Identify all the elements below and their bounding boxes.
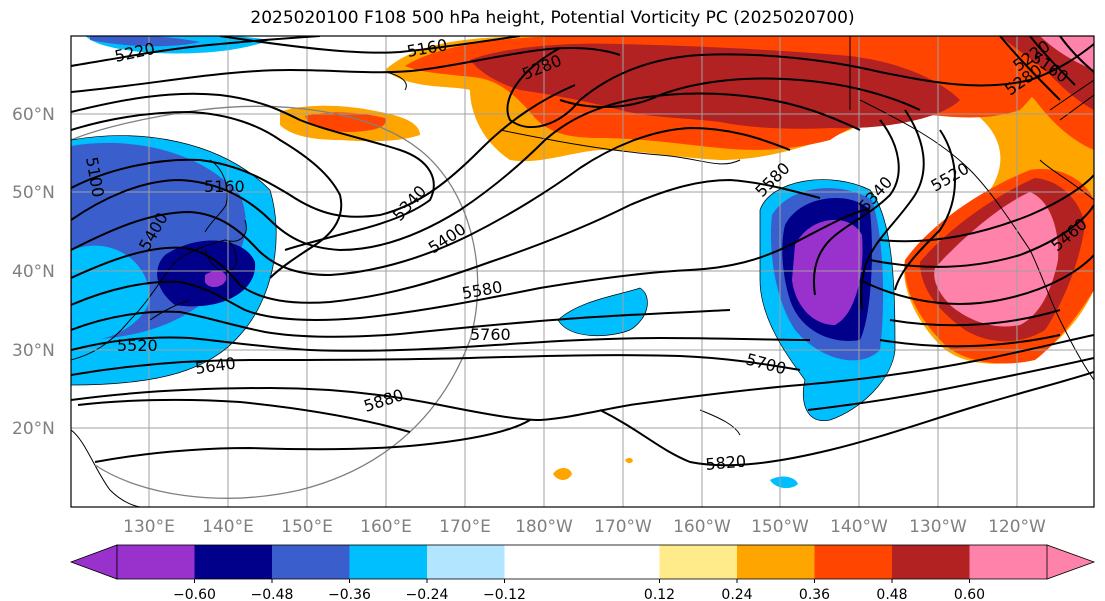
lon-label: 130°E <box>123 517 175 537</box>
colorbar-tick-label: −0.60 <box>173 587 216 601</box>
latitude-labels: 60°N 50°N 40°N 30°N 20°N <box>12 105 55 439</box>
colorbar-segment <box>504 545 583 579</box>
lon-label: 140°E <box>202 517 254 537</box>
colorbar-segment <box>659 545 738 579</box>
colorbar-tick-label: 0.24 <box>721 587 752 601</box>
colorbar: −0.60 −0.48 −0.36 −0.24 −0.12 0.12 0.24 0.36 0.4… <box>69 544 1096 601</box>
colorbar-extend-min <box>69 544 118 580</box>
lat-label: 60°N <box>12 105 55 125</box>
lat-label: 50°N <box>12 183 55 203</box>
contour-label: 5760 <box>470 325 511 344</box>
lon-label: 140°W <box>830 517 888 537</box>
colorbar-segment <box>814 545 893 579</box>
lon-label: 150°E <box>281 517 333 537</box>
graticule <box>71 36 1094 507</box>
colorbar-tick-label: 0.12 <box>644 587 675 601</box>
coastlines <box>71 71 1094 507</box>
contour-label: 5820 <box>705 452 747 474</box>
lon-label: 160°E <box>360 517 412 537</box>
lon-label: 120°W <box>988 517 1046 537</box>
colorbar-segment <box>349 545 428 579</box>
colorbar-tick-label: 0.36 <box>799 587 830 601</box>
map-area: 5220 5160 5280 5160 5220 5280 5100 5160 … <box>71 36 1094 507</box>
colorbar-segment <box>892 545 970 579</box>
map-frame <box>70 35 1095 508</box>
lon-label: 170°W <box>594 517 652 537</box>
range-circle <box>71 105 479 499</box>
colorbar-segment <box>272 545 350 579</box>
lon-label: 180°W <box>515 517 573 537</box>
colorbar-segment <box>582 545 660 579</box>
longitude-labels: 130°E 140°E 150°E 160°E 170°E 180°W 170°… <box>123 517 1046 537</box>
lat-label: 30°N <box>12 341 55 361</box>
plot-title: 2025020100 F108 500 hPa height, Potentia… <box>250 8 855 28</box>
colorbar-segment <box>969 545 1048 579</box>
contour-label: 5160 <box>204 177 245 196</box>
colorbar-tick-label: −0.12 <box>483 587 526 601</box>
colorbar-segment <box>194 545 273 579</box>
colorbar-tick-label: −0.36 <box>328 587 371 601</box>
lat-label: 20°N <box>12 419 55 439</box>
colorbar-segment <box>427 545 505 579</box>
border-lines <box>849 36 1094 121</box>
colorbar-segment <box>117 545 195 579</box>
colorbar-border <box>116 544 1048 580</box>
lat-label: 40°N <box>12 262 55 282</box>
pv-outlines <box>71 135 896 421</box>
colorbar-tick-label: 0.60 <box>954 587 985 601</box>
lon-label: 160°W <box>673 517 731 537</box>
colorbar-segment <box>737 545 815 579</box>
lon-label: 130°W <box>909 517 967 537</box>
lon-label: 170°E <box>439 517 491 537</box>
lon-label: 150°W <box>751 517 809 537</box>
colorbar-tick-label: −0.48 <box>251 587 294 601</box>
colorbar-extend-max <box>1046 544 1096 580</box>
height-contours <box>71 36 1094 467</box>
colorbar-tick-label: −0.24 <box>406 587 449 601</box>
colorbar-tick-label: 0.48 <box>876 587 907 601</box>
contour-label: 5520 <box>117 336 158 355</box>
